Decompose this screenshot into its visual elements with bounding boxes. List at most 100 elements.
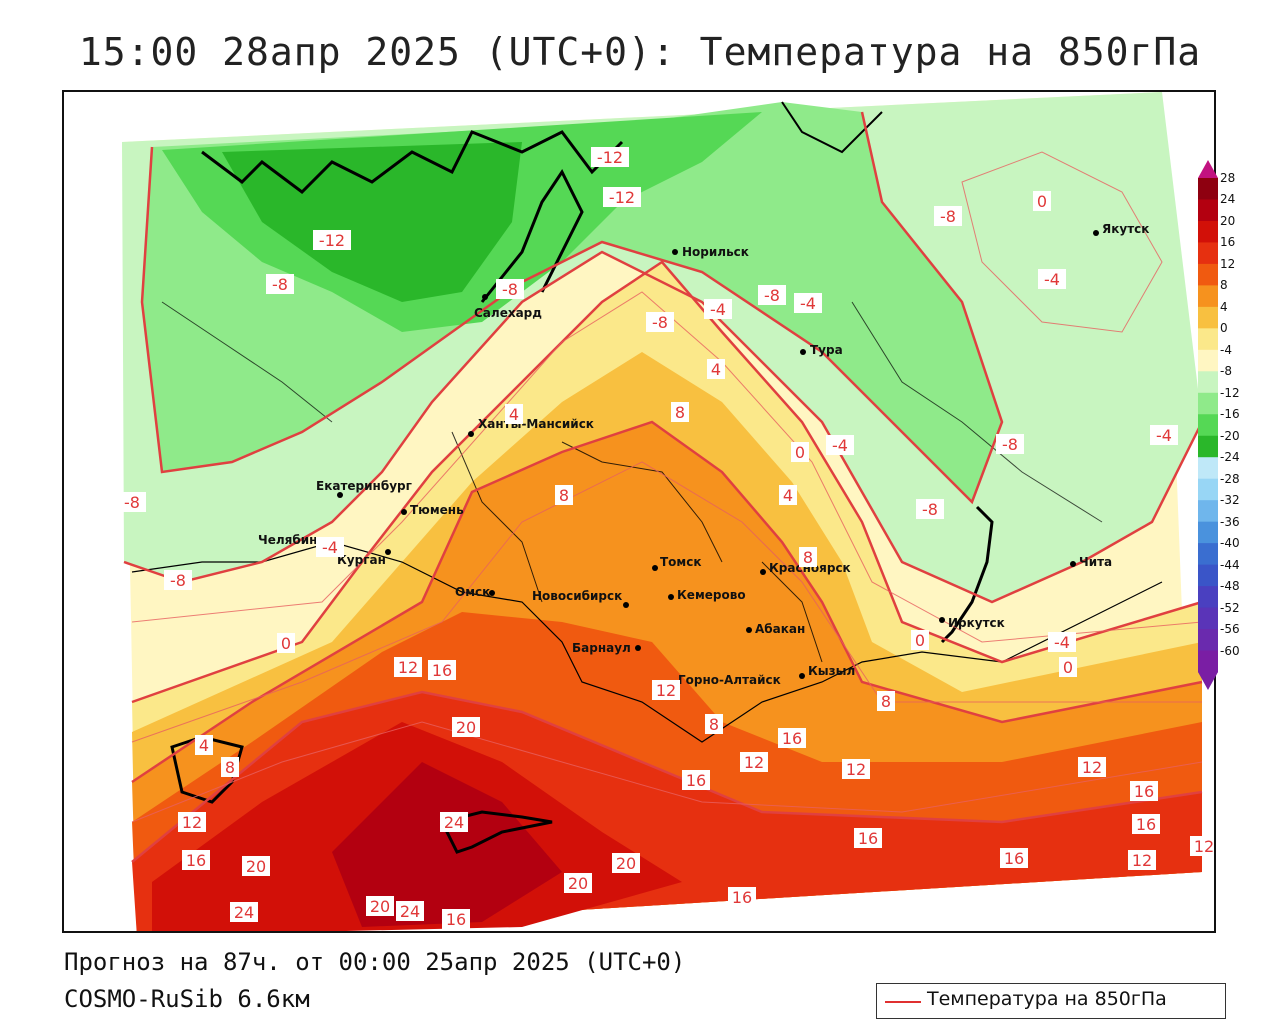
colorbar-cell: [1198, 285, 1218, 308]
isotherm-label: -8: [502, 280, 518, 299]
colorbar-cell: [1198, 349, 1218, 372]
isotherm-label: -12: [597, 148, 623, 167]
isotherm-label-box: [612, 853, 640, 873]
isotherm-label-box: [704, 299, 732, 319]
colorbar-tick-label: -52: [1220, 600, 1240, 615]
isotherm-label-box: [842, 759, 870, 779]
colorbar-tick-label: -4: [1220, 342, 1232, 357]
model-name: COSMO-RuSib 6.6км: [64, 985, 310, 1013]
city-label: Тура: [810, 343, 843, 357]
city-dot-tyumen: [401, 509, 407, 515]
colorbar-cell: [1198, 457, 1218, 480]
colorbar-tick-label: -40: [1220, 536, 1240, 551]
isotherm-label-box: [996, 434, 1024, 454]
colorbar-tick-label: -8: [1220, 364, 1232, 379]
city-label: Чита: [1079, 555, 1112, 569]
isotherm-label: 0: [795, 443, 805, 462]
city-label: Омск: [455, 585, 490, 599]
isotherm-label: -8: [1002, 435, 1018, 454]
isotherm-label: -12: [609, 188, 635, 207]
isotherm-label-box: [916, 499, 944, 519]
colorbar-cell: [1198, 328, 1218, 351]
isotherm-label: -8: [940, 207, 956, 226]
isotherm-label: 16: [432, 661, 452, 680]
isotherm-label: 4: [199, 736, 209, 755]
isotherm-label: 12: [1194, 837, 1214, 856]
colorbar-tick-label: -60: [1220, 643, 1240, 658]
isotherm-label: -8: [652, 313, 668, 332]
isotherm-label-box: [826, 435, 854, 455]
isotherm-label: 24: [234, 903, 254, 922]
isotherm-label: 8: [559, 486, 569, 505]
city-dot-kemerovo: [668, 594, 674, 600]
colorbar-tick-label: 20: [1220, 213, 1236, 228]
city-dot-abakan: [746, 627, 752, 633]
isotherm-label-box: [230, 902, 258, 922]
isotherm-label: -4: [800, 294, 816, 313]
isotherm-label: 20: [616, 854, 636, 873]
isotherm-label: -4: [832, 436, 848, 455]
isotherm-label-box: [791, 442, 809, 462]
city-label: Иркутск: [948, 616, 1005, 630]
colorbar-tick-label: 0: [1220, 321, 1228, 336]
city-dot-ekaterinburg: [337, 492, 343, 498]
isotherm-label: 8: [803, 548, 813, 567]
isotherm-label: -8: [922, 500, 938, 519]
isotherm-label-box: [1048, 632, 1076, 652]
city-dot-irkutsk: [939, 617, 945, 623]
city-label: Салехард: [474, 306, 542, 320]
city-dot-tura: [800, 349, 806, 355]
isotherm-label-box: [794, 293, 822, 313]
city-label: Томск: [660, 555, 702, 569]
isotherm-label: 16: [446, 910, 466, 929]
isotherm-label-box: [911, 630, 929, 650]
isotherm-label-box: [178, 812, 206, 832]
isotherm-label: 8: [881, 692, 891, 711]
colorbar-cell: [1198, 263, 1218, 286]
isotherm-label-box: [758, 285, 786, 305]
colorbar-tick-label: -16: [1220, 407, 1240, 422]
colorbar-cell: [1198, 392, 1218, 415]
city-label: Курган: [337, 553, 386, 567]
colorbar-cell: [1198, 306, 1218, 329]
isotherm-label: -8: [170, 571, 186, 590]
isotherm-label-box: [266, 274, 294, 294]
isotherm-label-box: [182, 850, 210, 870]
city-dot-kyzyl: [799, 673, 805, 679]
isotherm-label: 0: [281, 634, 291, 653]
colorbar-cell: [1198, 521, 1218, 544]
temperature-map[interactable]: Норильск Якутск Салехард Тура Ханты-Манс…: [62, 90, 1216, 933]
colorbar-tick-label: -56: [1220, 622, 1240, 637]
city-label: Кемерово: [677, 588, 746, 602]
isotherm-label: 12: [744, 753, 764, 772]
isotherm-label-box: [646, 312, 674, 332]
colorbar-cell: [1198, 178, 1218, 200]
isotherm-label-box: [164, 570, 192, 590]
isotherm-label-box: [1059, 657, 1077, 677]
isotherm-label-box: [603, 187, 641, 207]
colorbar-cell: [1198, 371, 1218, 394]
colorbar-tick-label: 24: [1220, 192, 1236, 207]
isotherm-label-box: [277, 633, 295, 653]
isotherm-label-box: [799, 547, 817, 567]
isotherm-label: -4: [1156, 426, 1172, 445]
colorbar-tick-label: -32: [1220, 493, 1240, 508]
isotherm-label: -4: [1054, 633, 1070, 652]
isotherm-label: 16: [858, 829, 878, 848]
isotherm-label-box: [452, 717, 480, 737]
isotherm-label: -8: [124, 493, 140, 512]
city-dot-barnaul: [635, 645, 641, 651]
colorbar-top-cap: [1198, 160, 1218, 178]
isotherm-label: 16: [782, 729, 802, 748]
isotherm-label: -4: [1044, 270, 1060, 289]
colorbar-cell: [1198, 220, 1218, 243]
isotherm-label: -8: [764, 286, 780, 305]
isotherm-label-box: [505, 404, 523, 424]
city-dot-norilsk: [672, 249, 678, 255]
isotherm-label: 8: [709, 715, 719, 734]
city-label: Барнаул: [572, 641, 631, 655]
isotherm-label-box: [1132, 814, 1160, 834]
isotherm-label: 20: [568, 874, 588, 893]
city-label: Челябинск: [258, 533, 333, 547]
isotherm-label: 4: [509, 405, 519, 424]
